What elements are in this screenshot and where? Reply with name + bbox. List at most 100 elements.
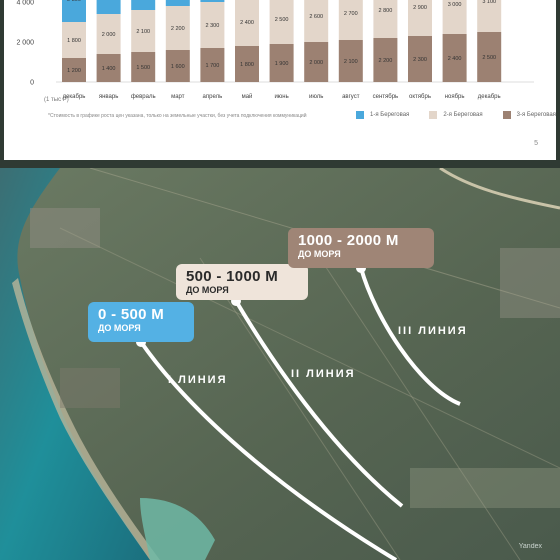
y-axis-unit-label: (1 тыс Р) [44,97,69,103]
legend-label-series-3: 3-я Береговая [516,112,556,118]
bar-value-label: 2 200 [171,26,185,32]
bar-value-label: 2 900 [413,5,427,11]
zone-callout-500-1000: 500 - 1000 М ДО МОРЯ [176,264,308,300]
bar-segment [62,58,86,82]
bar-segment [373,38,398,82]
bar-value-label: 2 100 [344,59,358,65]
bar-segment [235,0,259,46]
x-tick-label: сентябрь [373,94,399,100]
zone-sub-label: ДО МОРЯ [98,323,141,333]
x-tick-label: июнь [274,94,288,100]
x-tick-label: декабрь [478,94,501,100]
page-number: 5 [534,140,538,147]
bar-segment [269,0,294,44]
x-tick-label: март [171,94,185,100]
zone-range-label: 0 - 500 М [98,306,165,323]
legend-swatch-series-2 [429,111,438,119]
bar-segment [165,50,190,82]
bar-value-label: 1 800 [240,62,254,68]
bar-segment [477,32,502,82]
legend-item-series-2: 2-я Береговая [429,111,483,119]
legend-item-series-1: 1-я Береговая [356,111,409,119]
bar-segment [442,34,467,82]
legend-label-series-2: 2-я Береговая [443,112,483,118]
x-tick-label: декабрь [63,94,86,100]
bar-segment [408,0,432,36]
bar-segment [304,0,329,42]
bar-segment [62,0,86,22]
x-tick-label: ноябрь [445,94,465,100]
x-tick-label: январь [99,94,118,100]
bar-segment [131,52,156,82]
x-tick-label: октябрь [409,94,431,100]
zone-range-label: 500 - 1000 М [186,268,278,285]
bar-value-label: 1 600 [171,64,185,70]
bar-segment [165,0,190,6]
bar-segment [62,22,86,58]
legend-label-series-1: 1-я Береговая [370,112,410,118]
bar-segment [96,54,121,82]
bar-segment [131,10,156,52]
chart-legend: 1-я Береговая 2-я Береговая 3-я Берегова… [356,111,556,119]
bar-value-label: 2 100 [136,29,150,35]
bar-segment [165,6,190,50]
x-tick-label: апрель [203,94,223,100]
bar-value-label: 1 400 [102,66,116,72]
zone-callout-1000-2000: 1000 - 2000 М ДО МОРЯ [288,228,434,268]
bar-segment [96,14,121,54]
x-tick-label: август [342,94,360,100]
bar-value-label: 2 500 [275,17,289,23]
x-tick-label: февраль [131,94,156,100]
bar-value-label: 2 800 [379,8,393,14]
chart-panel: 0 2 000 4 000 1 200 1 800 2 300 декабрь 1 400 2 … [4,0,556,160]
y-tick-label: 0 [30,80,34,87]
bar-value-label: 2 400 [448,56,462,62]
bar-segment [269,44,294,82]
satellite-map-image [0,168,560,560]
bar-value-label: 2 300 [67,0,81,3]
bar-value-label: 2 000 [102,32,116,38]
bar-value-label: 1 900 [275,61,289,67]
chart-footnote: *Стоимость в графике роста цен указана, … [48,113,307,119]
bar-value-label: 2 000 [309,60,323,66]
bar-segment [442,0,467,34]
bar-value-label: 3 100 [482,0,496,5]
zone-sub-label: ДО МОРЯ [298,249,341,259]
bar-value-label: 2 400 [240,20,254,26]
zone-sub-label: ДО МОРЯ [186,285,229,295]
bar-segment [131,0,156,10]
bar-segment [200,2,225,48]
bar-value-label: 3 000 [448,2,462,8]
y-tick-label: 2 000 [16,40,34,47]
bar-value-label: 2 700 [344,11,358,17]
bar-segment [338,0,363,40]
bar-value-label: 2 300 [413,57,427,63]
satellite-map [0,168,560,560]
bar-value-label: 2 600 [309,14,323,20]
bar-value-label: 1 800 [67,38,81,44]
bar-segment [338,40,363,82]
bar-segment [408,36,432,82]
legend-swatch-series-3 [502,111,511,119]
bar-value-label: 1 500 [136,65,150,71]
bar-value-label: 1 200 [67,68,81,74]
bar-value-label: 2 500 [482,55,496,61]
bar-segment [96,0,121,14]
legend-swatch-series-1 [356,111,364,119]
x-tick-label: май [242,93,253,100]
bar-segment [200,48,225,82]
map-watermark: Yandex [518,543,542,550]
bar-value-label: 1 700 [206,63,220,69]
bar-segment [373,0,398,38]
bar-segment [477,0,502,32]
bar-segment [200,0,225,2]
bar-segment [235,46,259,82]
zone-callout-0-500: 0 - 500 М ДО МОРЯ [88,302,194,342]
bar-value-label: 2 300 [206,23,220,29]
bar-segment [304,42,329,82]
stacked-bar-chart: 0 2 000 4 000 1 200 1 800 2 300 декабрь 1 400 2 … [16,0,534,100]
bar-value-label: 2 200 [379,58,393,64]
line-label-3: III ЛИНИЯ [398,325,468,337]
line-label-2: II ЛИНИЯ [291,368,356,380]
y-tick-label: 4 000 [16,0,34,7]
